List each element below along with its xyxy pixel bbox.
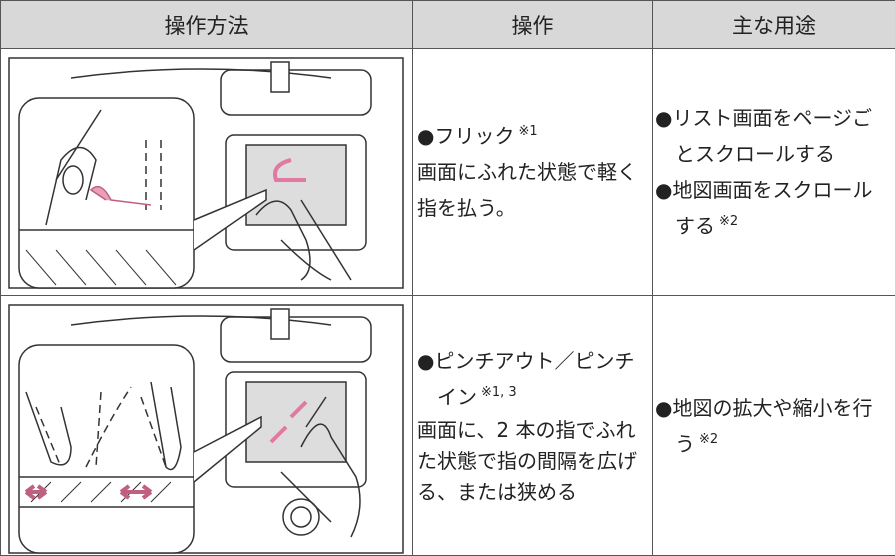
flick-illustration — [1, 50, 411, 295]
header-method: 操作方法 — [1, 1, 413, 49]
pinch-illustration — [1, 297, 411, 555]
operation-label: ●フリック — [417, 124, 514, 148]
operation-label: ●ピンチアウト／ピンチイン — [417, 349, 634, 409]
operation-description: 画面に、2 本の指でふれた状態で指の間隔を広げる、または狭める — [417, 415, 646, 508]
operation-cell: ●フリック ※1 画面にふれた状態で軽く指を払う。 — [413, 49, 653, 296]
note-ref: ※1, 3 — [481, 385, 517, 400]
use-text: ●地図画面をスクロールする — [655, 178, 872, 238]
header-uses: 主な用途 — [653, 1, 895, 49]
use-item: ●地図の拡大や縮小を行う※2 — [655, 390, 891, 462]
operation-description: 画面にふれた状態で軽く指を払う。 — [417, 154, 646, 226]
illustration-cell — [1, 296, 413, 556]
use-item: ●地図画面をスクロールする※2 — [655, 172, 891, 244]
header-operation: 操作 — [413, 1, 653, 49]
operation-cell: ●ピンチアウト／ピンチイン※1, 3 画面に、2 本の指でふれた状態で指の間隔を… — [413, 296, 653, 556]
illustration-cell — [1, 49, 413, 296]
note-ref: ※1 — [518, 124, 537, 139]
operation-name: ●フリック ※1 — [417, 118, 646, 154]
use-item: ●リスト画面をページごとスクロールする — [655, 100, 891, 172]
note-ref: ※2 — [699, 432, 718, 447]
use-text: ●地図の拡大や縮小を行う — [655, 396, 872, 456]
operation-name: ●ピンチアウト／ピンチイン※1, 3 — [417, 343, 646, 415]
uses-cell: ●地図の拡大や縮小を行う※2 — [653, 296, 895, 556]
note-ref: ※2 — [719, 214, 738, 229]
uses-cell: ●リスト画面をページごとスクロールする ●地図画面をスクロールする※2 — [653, 49, 895, 296]
